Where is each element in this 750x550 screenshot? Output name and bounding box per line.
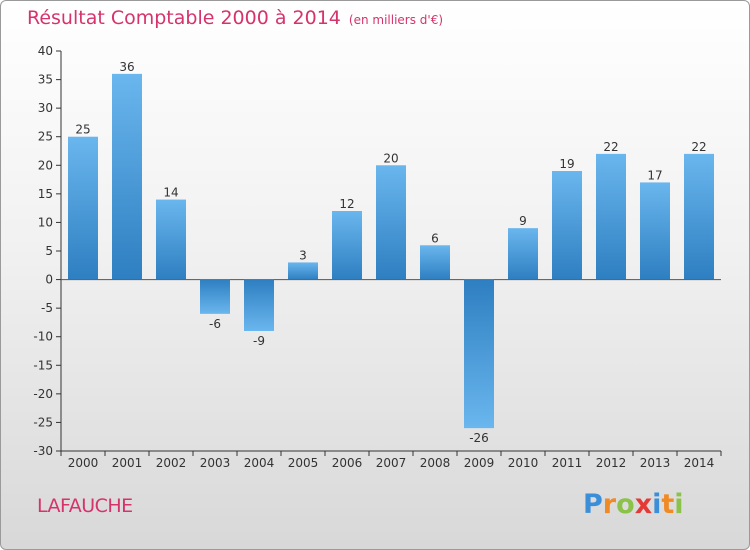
bar-value-label: 19 <box>559 157 574 171</box>
y-tick-label: 25 <box>38 130 53 144</box>
logo-letter: t <box>661 489 675 520</box>
bar-2012 <box>596 153 626 280</box>
bar-value-label: 12 <box>339 197 354 211</box>
bar-2007 <box>376 165 406 280</box>
bar-2006 <box>332 211 362 280</box>
x-tick-label: 2000 <box>68 456 99 470</box>
chart-subtitle: (en milliers d'€) <box>348 13 444 27</box>
logo-letter: x <box>634 489 653 520</box>
logo-letter: i <box>674 489 684 520</box>
y-tick-label: 15 <box>38 187 53 201</box>
commune-name: LAFAUCHE <box>37 495 133 517</box>
bar-2014 <box>684 153 714 280</box>
y-tick-label: 30 <box>38 101 53 115</box>
bar-value-label: 22 <box>691 140 706 154</box>
bar-2002 <box>156 199 186 280</box>
bar-value-label: 6 <box>431 231 439 245</box>
y-tick-label: 5 <box>45 244 53 258</box>
x-tick-label: 2013 <box>640 456 671 470</box>
x-tick-label: 2009 <box>464 456 495 470</box>
bar-2013 <box>640 182 670 280</box>
bar-value-label: 9 <box>519 214 527 228</box>
x-tick-label: 2001 <box>112 456 143 470</box>
bar-2000 <box>68 136 98 280</box>
x-tick-label: 2011 <box>552 456 583 470</box>
y-tick-label: -10 <box>33 330 53 344</box>
bar-2003 <box>200 279 230 314</box>
x-tick-label: 2008 <box>420 456 451 470</box>
x-tick-label: 2007 <box>376 456 407 470</box>
bar-value-label: 17 <box>647 168 662 182</box>
bar-2001 <box>112 73 142 280</box>
x-tick-label: 2014 <box>684 456 715 470</box>
y-tick-label: 35 <box>38 73 53 87</box>
bar-2011 <box>552 171 582 280</box>
x-tick-label: 2003 <box>200 456 231 470</box>
bar-value-label: 22 <box>603 140 618 154</box>
bar-2008 <box>420 245 450 280</box>
y-tick-label: 10 <box>38 215 53 229</box>
bar-2009 <box>464 279 494 429</box>
bar-2010 <box>508 228 538 280</box>
x-tick-label: 2012 <box>596 456 627 470</box>
bar-2005 <box>288 262 318 280</box>
bar-value-label: 20 <box>383 151 398 165</box>
y-tick-label: 20 <box>38 158 53 172</box>
bar-value-label: 36 <box>119 60 134 74</box>
bar-value-label: -6 <box>209 317 221 331</box>
proxiti-logo: Proxiti <box>583 489 684 520</box>
bar-2004 <box>244 279 274 331</box>
logo-letter: P <box>583 489 603 520</box>
x-tick-label: 2010 <box>508 456 539 470</box>
bar-value-label: 25 <box>75 123 90 137</box>
y-tick-label: -15 <box>33 358 53 372</box>
logo-letter: i <box>652 489 662 520</box>
bar-value-label: -9 <box>253 334 265 348</box>
x-tick-label: 2002 <box>156 456 187 470</box>
bar-value-label: -26 <box>469 431 489 445</box>
y-tick-label: -30 <box>33 444 53 458</box>
y-tick-label: 40 <box>38 44 53 58</box>
logo-letter: r <box>602 489 617 520</box>
x-tick-label: 2006 <box>332 456 363 470</box>
y-tick-label: -25 <box>33 415 53 429</box>
logo-letter: o <box>616 489 635 520</box>
y-tick-label: -20 <box>33 387 53 401</box>
bar-value-label: 3 <box>299 248 307 262</box>
y-tick-label: 0 <box>45 273 53 287</box>
x-tick-label: 2004 <box>244 456 275 470</box>
x-tick-label: 2005 <box>288 456 319 470</box>
bar-value-label: 14 <box>163 186 178 200</box>
y-tick-label: -5 <box>41 301 53 315</box>
chart-title-text: Résultat Comptable 2000 à 2014 <box>27 7 341 29</box>
chart-title: Résultat Comptable 2000 à 2014 (en millie… <box>27 7 443 29</box>
